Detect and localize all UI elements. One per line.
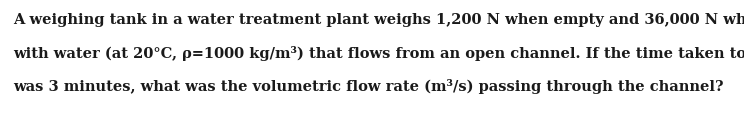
- Text: was 3 minutes, what was the volumetric flow rate (m³/s) passing through the chan: was 3 minutes, what was the volumetric f…: [13, 79, 723, 94]
- Text: with water (at 20°C, ρ=1000 kg/m³) that flows from an open channel. If the time : with water (at 20°C, ρ=1000 kg/m³) that …: [13, 46, 744, 61]
- Text: A weighing tank in a water treatment plant weighs 1,200 N when empty and 36,000 : A weighing tank in a water treatment pla…: [13, 13, 744, 27]
